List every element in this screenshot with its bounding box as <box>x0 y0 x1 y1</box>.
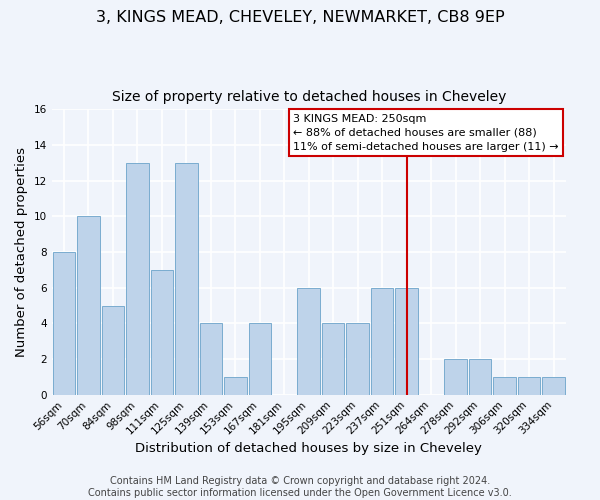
Bar <box>445 359 467 394</box>
Bar <box>224 377 247 394</box>
Bar <box>126 163 149 394</box>
Text: 3 KINGS MEAD: 250sqm
← 88% of detached houses are smaller (88)
11% of semi-detac: 3 KINGS MEAD: 250sqm ← 88% of detached h… <box>293 114 559 152</box>
Bar <box>101 306 124 394</box>
Bar <box>53 252 75 394</box>
Bar <box>175 163 197 394</box>
Bar <box>542 377 565 394</box>
Y-axis label: Number of detached properties: Number of detached properties <box>15 147 28 357</box>
Bar <box>469 359 491 394</box>
Bar <box>298 288 320 395</box>
Bar <box>493 377 516 394</box>
Bar <box>371 288 394 395</box>
Text: Contains HM Land Registry data © Crown copyright and database right 2024.
Contai: Contains HM Land Registry data © Crown c… <box>88 476 512 498</box>
Bar <box>200 324 222 394</box>
Bar <box>77 216 100 394</box>
Bar <box>395 288 418 395</box>
Bar <box>518 377 541 394</box>
Bar <box>346 324 369 394</box>
X-axis label: Distribution of detached houses by size in Cheveley: Distribution of detached houses by size … <box>136 442 482 455</box>
Text: 3, KINGS MEAD, CHEVELEY, NEWMARKET, CB8 9EP: 3, KINGS MEAD, CHEVELEY, NEWMARKET, CB8 … <box>95 10 505 25</box>
Bar <box>248 324 271 394</box>
Bar <box>151 270 173 394</box>
Title: Size of property relative to detached houses in Cheveley: Size of property relative to detached ho… <box>112 90 506 104</box>
Bar <box>322 324 344 394</box>
